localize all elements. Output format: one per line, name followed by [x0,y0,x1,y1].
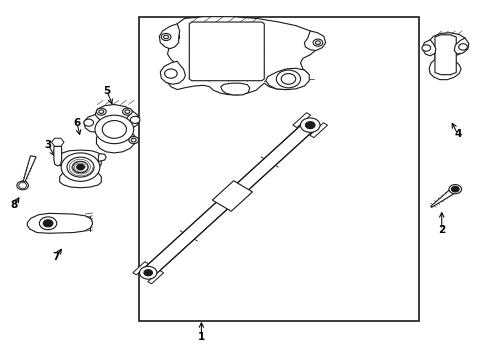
Circle shape [67,157,94,177]
Polygon shape [142,122,315,276]
Polygon shape [304,31,325,50]
Polygon shape [125,111,139,128]
Text: 3: 3 [45,140,52,150]
Circle shape [458,44,467,50]
Text: 2: 2 [437,225,444,235]
Circle shape [102,121,126,138]
Circle shape [125,110,130,114]
Circle shape [161,34,170,41]
Circle shape [122,108,132,115]
Circle shape [130,116,140,124]
Text: 6: 6 [74,119,80,129]
Text: 8: 8 [11,200,18,210]
Polygon shape [265,68,309,90]
Circle shape [73,161,88,173]
Polygon shape [84,115,102,132]
Circle shape [315,41,320,44]
Circle shape [76,164,84,170]
Polygon shape [422,40,435,56]
Circle shape [448,185,461,194]
Text: 5: 5 [103,86,110,96]
Polygon shape [160,61,185,84]
Circle shape [281,74,295,84]
Polygon shape [220,83,249,95]
Polygon shape [27,213,92,233]
Circle shape [84,119,93,126]
Polygon shape [54,146,61,166]
Polygon shape [454,38,468,54]
Circle shape [95,115,134,144]
Circle shape [451,186,458,192]
Circle shape [163,35,168,39]
Circle shape [276,70,300,88]
Polygon shape [427,33,467,80]
Text: 1: 1 [197,332,205,342]
Circle shape [421,45,430,51]
Circle shape [139,266,157,279]
Polygon shape [95,105,135,153]
Circle shape [313,39,322,46]
Polygon shape [159,24,179,49]
Polygon shape [189,22,264,81]
Polygon shape [292,113,310,127]
Polygon shape [60,150,101,188]
Polygon shape [133,262,148,275]
Circle shape [131,138,136,142]
Circle shape [164,69,177,78]
Circle shape [17,181,29,190]
Polygon shape [167,17,319,95]
Polygon shape [434,35,455,75]
Circle shape [129,136,138,144]
Circle shape [305,122,314,129]
Circle shape [39,217,57,230]
Polygon shape [23,156,36,182]
Circle shape [61,153,100,181]
Circle shape [300,118,319,132]
Text: 7: 7 [52,252,60,262]
Polygon shape [212,181,252,211]
Polygon shape [148,271,163,284]
Polygon shape [98,154,106,161]
Polygon shape [430,187,457,207]
Circle shape [43,220,53,227]
Polygon shape [309,123,327,137]
Text: 4: 4 [453,129,460,139]
Circle shape [144,270,152,276]
Circle shape [96,108,106,115]
Bar [138,17,418,321]
Circle shape [99,110,104,114]
